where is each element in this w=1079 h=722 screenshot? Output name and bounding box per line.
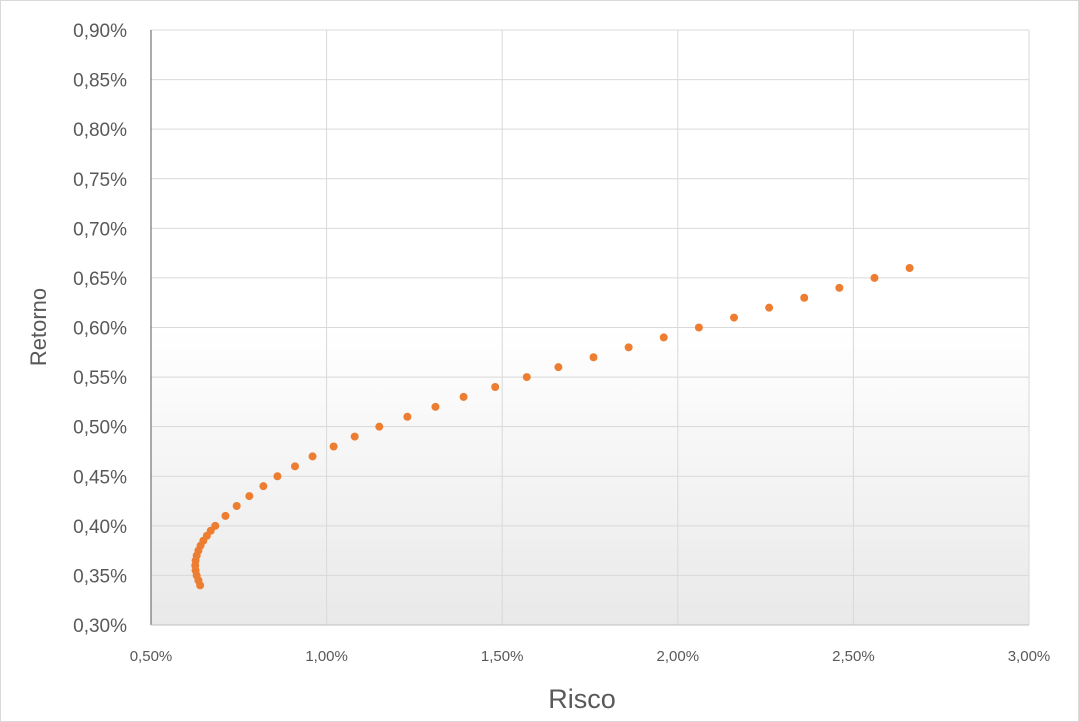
data-point: [259, 482, 268, 491]
y-tick-label: 0,75%: [73, 170, 127, 191]
y-tick-label: 0,50%: [73, 418, 127, 439]
data-point: [273, 472, 282, 481]
y-tick-label: 0,55%: [73, 368, 127, 389]
data-point: [800, 293, 809, 302]
data-point: [245, 492, 254, 501]
data-point: [765, 303, 774, 312]
y-tick-label: 0,65%: [73, 269, 127, 290]
data-point: [491, 383, 500, 391]
data-point: [232, 502, 241, 510]
data-point: [554, 363, 563, 372]
data-point: [835, 283, 844, 292]
x-tick-label: 2,00%: [657, 648, 700, 665]
data-point: [308, 452, 317, 461]
x-axis-title: Risco: [548, 684, 616, 714]
data-point: [329, 442, 338, 451]
y-tick-label: 0,35%: [73, 566, 127, 587]
x-tick-label: 1,00%: [305, 648, 348, 665]
data-point: [221, 511, 230, 520]
data-point: [729, 313, 738, 322]
data-point: [589, 353, 598, 362]
data-point: [522, 373, 531, 382]
x-tick-label: 1,50%: [481, 648, 524, 665]
y-tick-label: 0,90%: [73, 21, 127, 42]
data-points: [191, 264, 914, 590]
x-tick-label: 0,50%: [130, 648, 173, 665]
y-tick-labels: 0,30% 0,35% 0,40% 0,45% 0,50% 0,55% 0,60% 0,65%…: [73, 21, 127, 637]
x-tick-labels: 0,50% 1,00% 1,50% 2,00% 2,50% 3,00%: [130, 648, 1051, 665]
data-point: [350, 432, 359, 441]
data-point: [290, 462, 299, 471]
data-point: [624, 343, 633, 352]
grid-lines: [150, 29, 1030, 626]
x-tick-label: 3,00%: [1008, 648, 1051, 665]
y-tick-label: 0,70%: [73, 219, 127, 240]
data-point: [905, 264, 914, 272]
y-tick-label: 0,30%: [73, 616, 127, 637]
y-tick-label: 0,45%: [73, 467, 127, 488]
y-tick-label: 0,80%: [73, 120, 127, 141]
data-point: [659, 333, 668, 342]
y-tick-label: 0,40%: [73, 517, 127, 538]
data-point: [375, 422, 384, 431]
data-point: [211, 521, 220, 530]
x-tick-label: 2,50%: [832, 648, 875, 665]
y-tick-label: 0,60%: [73, 319, 127, 340]
data-point: [870, 273, 879, 282]
y-tick-label: 0,85%: [73, 71, 127, 92]
y-axis-title: Retorno: [26, 288, 51, 366]
data-point: [431, 402, 440, 411]
data-point: [403, 412, 412, 421]
data-point: [459, 392, 468, 401]
data-point: [694, 323, 703, 332]
